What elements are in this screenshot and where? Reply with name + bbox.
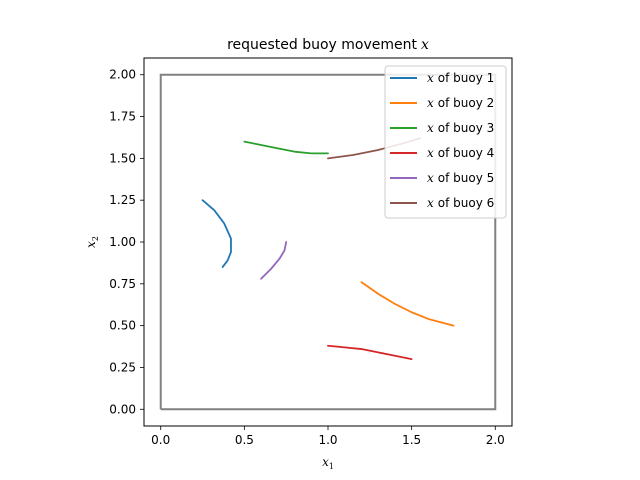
chart-title: requested buoy movement x xyxy=(227,37,429,53)
y-axis-label: x2 xyxy=(84,236,100,248)
legend-label: of buoy 5 xyxy=(438,171,495,185)
legend-label: of buoy 1 xyxy=(438,71,495,85)
legend-entry-buoy-2: x of buoy 2 xyxy=(427,96,494,110)
y-tick-label: 0.00 xyxy=(109,402,136,416)
legend-entry-buoy-6: x of buoy 6 xyxy=(427,196,494,210)
x-axis-label: x1 xyxy=(322,455,334,471)
x-tick-label: 2.0 xyxy=(486,433,505,447)
legend-entry-buoy-5: x of buoy 5 xyxy=(427,171,494,185)
y-tick-label: 0.75 xyxy=(109,277,136,291)
y-tick-label: 0.25 xyxy=(109,360,136,374)
y-tick-label: 1.50 xyxy=(109,151,136,165)
legend-math-symbol: x xyxy=(427,146,434,160)
y-tick-label: 1.75 xyxy=(109,110,136,124)
legend-label: of buoy 4 xyxy=(438,146,495,160)
series-line-buoy-4 xyxy=(327,344,413,360)
legend-math-symbol: x xyxy=(427,121,434,135)
legend-math-symbol: x xyxy=(427,96,434,110)
x-tick-label: 1.5 xyxy=(402,433,421,447)
series-line-buoy-1 xyxy=(201,199,232,268)
series-line-buoy-3 xyxy=(243,140,329,155)
y-tick-label: 1.00 xyxy=(109,235,136,249)
legend-math-symbol: x xyxy=(427,71,434,85)
y-tick-label: 1.25 xyxy=(109,193,136,207)
y-tick-label: 0.50 xyxy=(109,319,136,333)
series-line-buoy-2 xyxy=(360,281,455,327)
legend-math-symbol: x xyxy=(427,196,434,210)
legend-entry-buoy-1: x of buoy 1 xyxy=(427,71,494,85)
legend-entry-buoy-3: x of buoy 3 xyxy=(427,121,494,135)
legend-entry-buoy-4: x of buoy 4 xyxy=(427,146,494,160)
series-line-buoy-5 xyxy=(260,241,288,280)
legend-label: of buoy 2 xyxy=(438,96,495,110)
y-tick-label: 2.00 xyxy=(109,68,136,82)
legend-math-symbol: x xyxy=(427,171,434,185)
legend: x of buoy 1 x of buoy 2 x of buoy 3 x of buoy 4… xyxy=(384,65,507,219)
x-tick-label: 1.0 xyxy=(318,433,337,447)
x-tick-label: 0.5 xyxy=(235,433,254,447)
legend-label: of buoy 6 xyxy=(438,196,495,210)
x-tick-label: 0.0 xyxy=(151,433,170,447)
legend-label: of buoy 3 xyxy=(438,121,495,135)
